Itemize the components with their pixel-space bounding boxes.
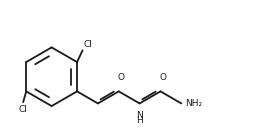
Text: NH₂: NH₂: [185, 99, 202, 108]
Text: O: O: [159, 72, 166, 82]
Text: N: N: [136, 111, 143, 120]
Text: Cl: Cl: [19, 105, 28, 114]
Text: Cl: Cl: [83, 40, 92, 49]
Text: H: H: [136, 116, 143, 125]
Text: O: O: [118, 72, 125, 82]
